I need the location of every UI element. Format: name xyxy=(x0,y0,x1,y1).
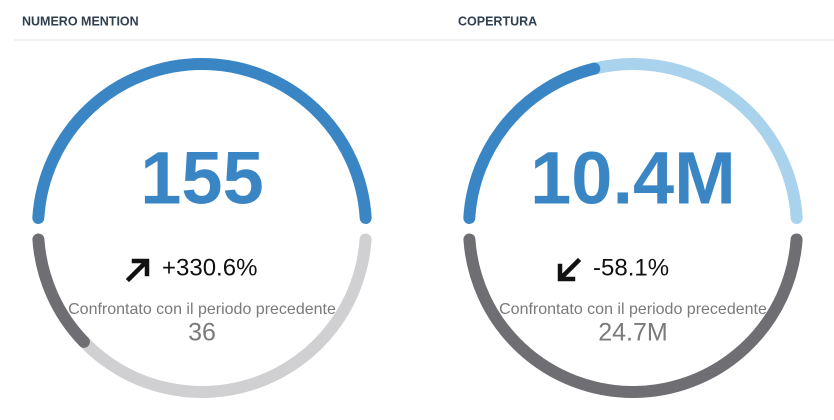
previous-value: 36 xyxy=(188,319,216,347)
previous-arc xyxy=(463,233,803,398)
caption: Confrontato con il periodo precedente xyxy=(68,301,336,318)
previous-track xyxy=(77,233,372,398)
change-value: +330.6% xyxy=(162,254,257,281)
current-arc xyxy=(463,62,601,224)
current-track xyxy=(588,58,803,224)
current-value: 10.4M xyxy=(530,137,736,220)
trend-arrow-shape xyxy=(557,257,582,282)
trend-arrow xyxy=(125,258,150,283)
change-value: -58.1% xyxy=(593,254,669,281)
widget-title: NUMERO MENTION xyxy=(22,14,139,28)
trend-arrow xyxy=(557,257,582,282)
trend-arrow-shape xyxy=(125,258,150,283)
previous-value: 24.7M xyxy=(598,319,667,347)
current-arc xyxy=(32,58,372,224)
previous-arc xyxy=(32,233,90,348)
caption: Confrontato con il periodo precedente xyxy=(499,301,767,318)
widget-title: COPERTURA xyxy=(458,14,537,28)
current-value: 155 xyxy=(140,137,263,220)
